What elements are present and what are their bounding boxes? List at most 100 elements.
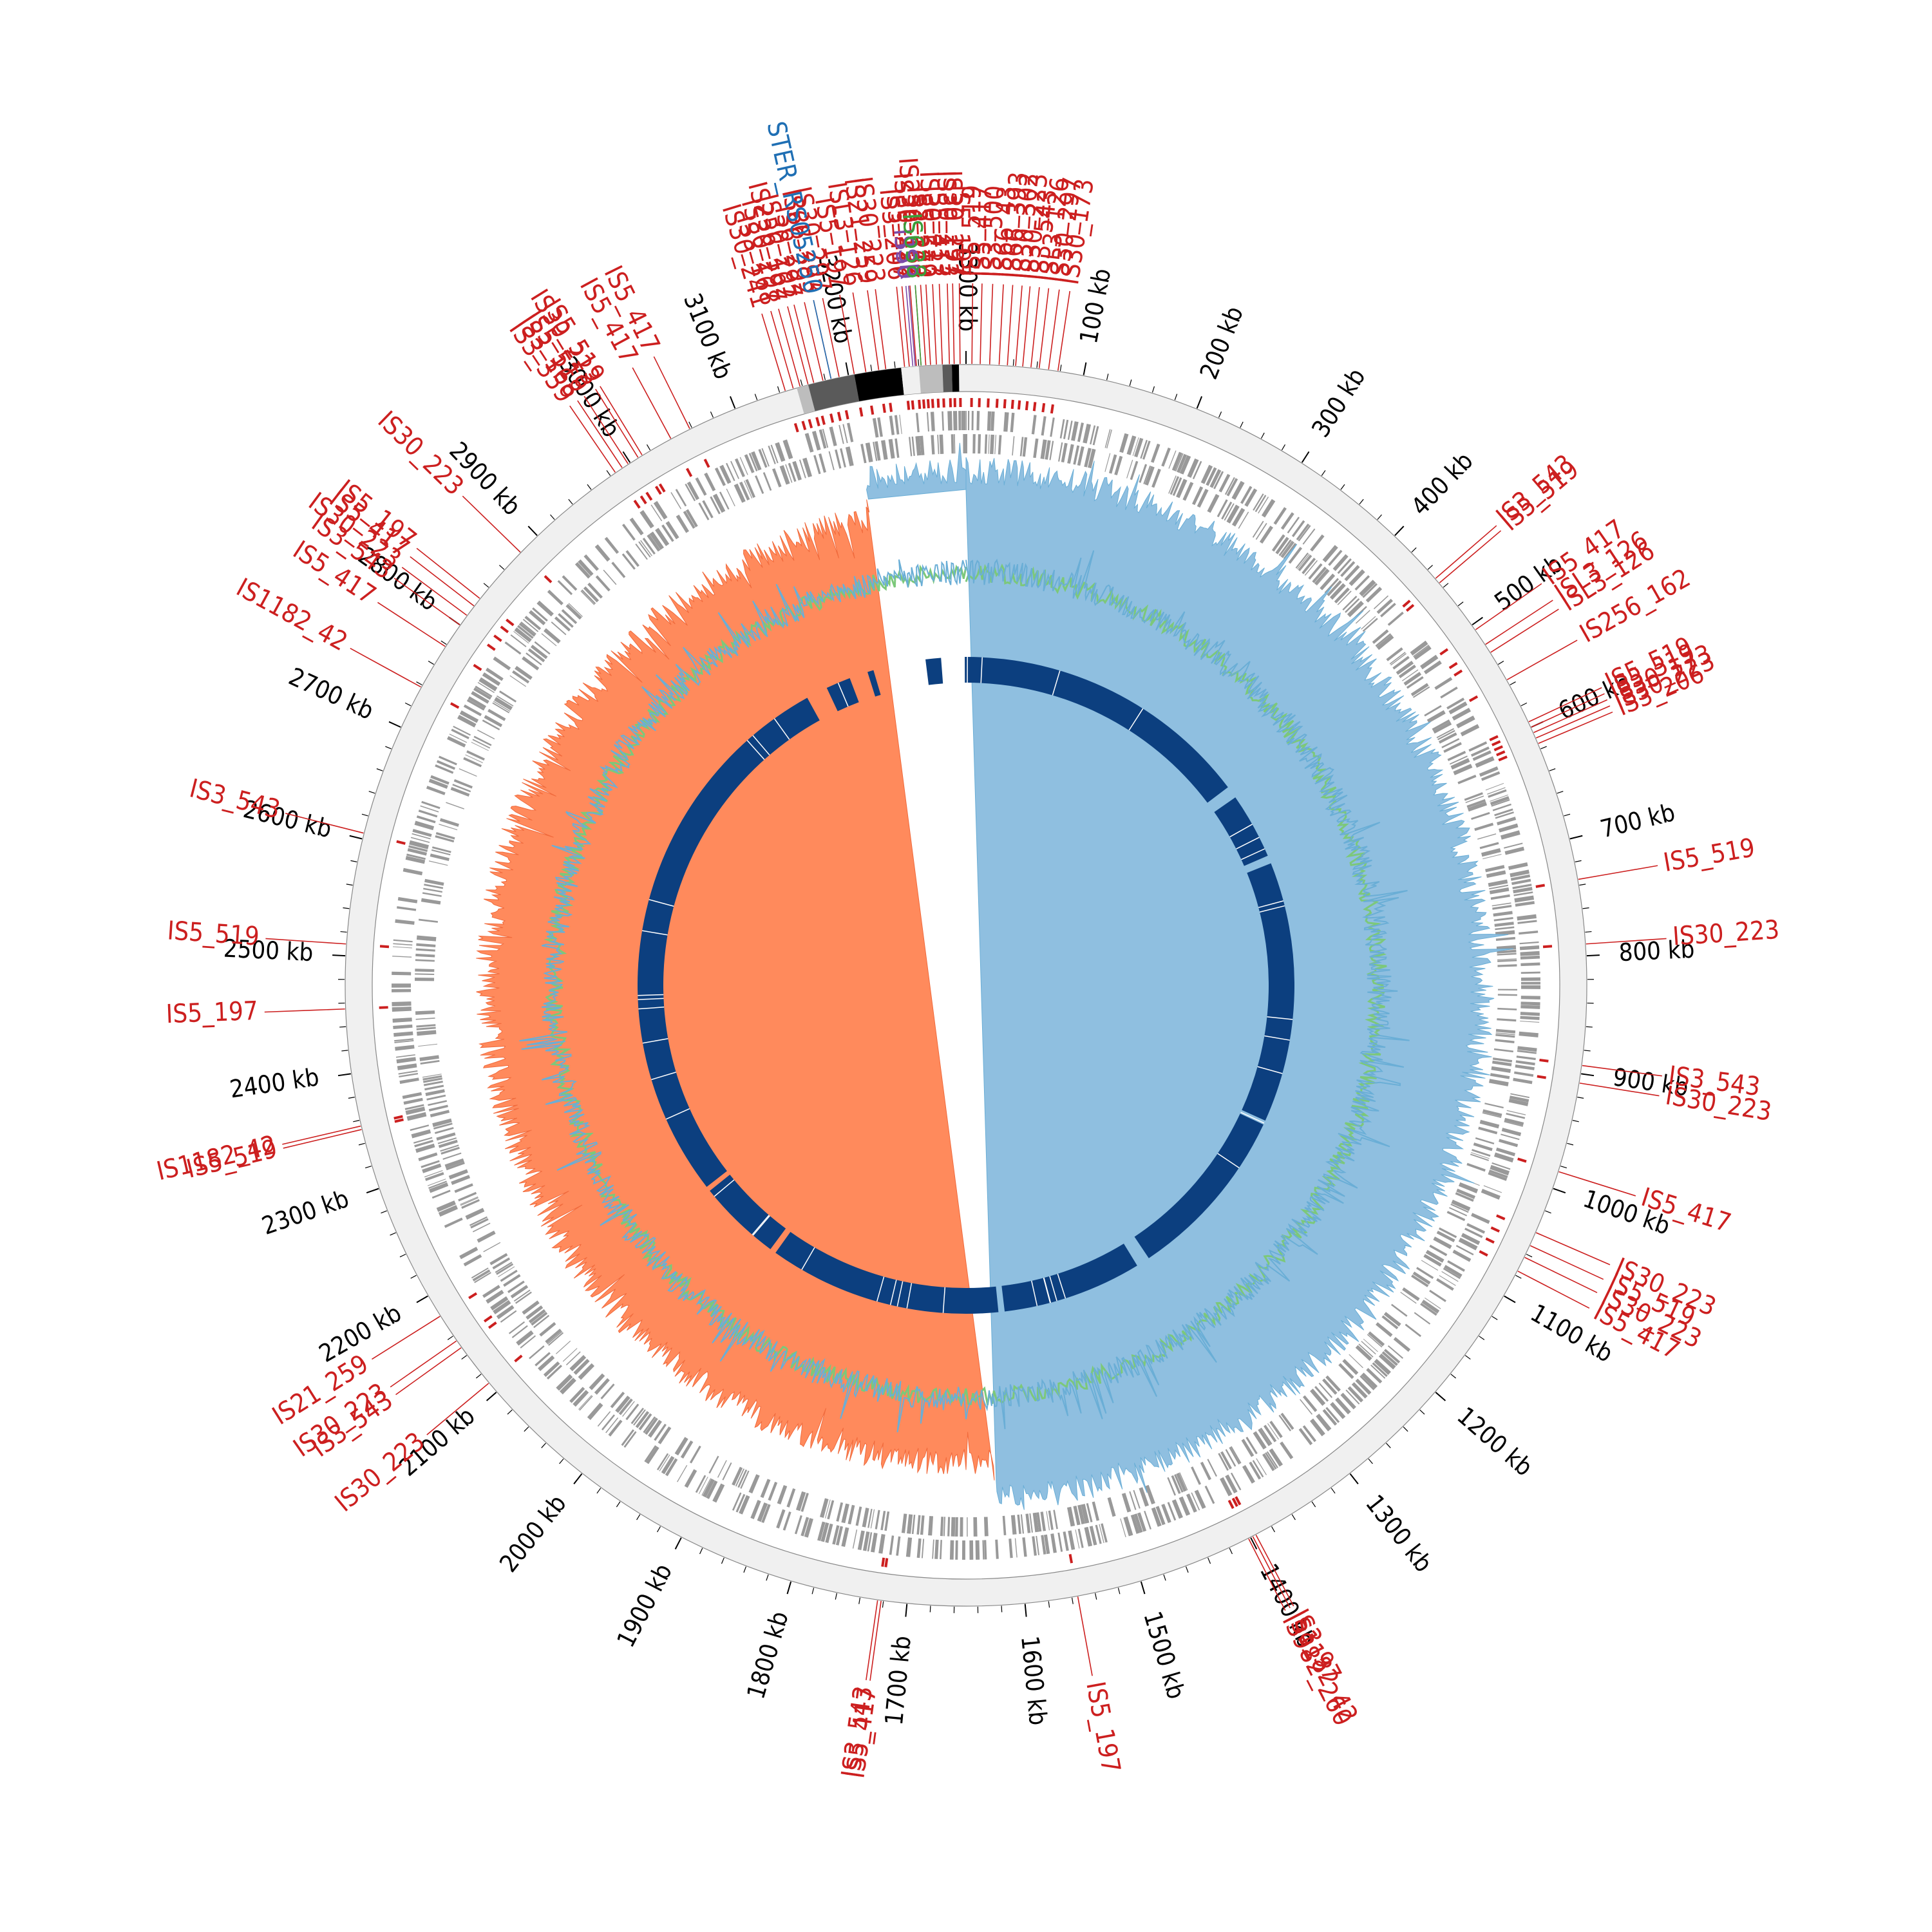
homology-seam — [1240, 1112, 1265, 1124]
gene — [416, 1027, 436, 1030]
backbone-outline-inner — [372, 391, 1560, 1580]
gene — [1380, 602, 1396, 618]
gene — [1446, 1211, 1466, 1222]
is-leader-22 — [265, 938, 346, 945]
gene — [1067, 444, 1074, 464]
gene — [785, 464, 793, 483]
gene — [608, 1419, 623, 1437]
gene — [595, 575, 611, 592]
gene — [1421, 1300, 1440, 1314]
gene — [1296, 523, 1310, 541]
gene — [811, 431, 821, 451]
minor-tick — [1515, 1274, 1522, 1279]
gene — [474, 1272, 491, 1283]
gene — [1140, 439, 1148, 459]
homology-seam — [649, 899, 674, 907]
tick-label-400: 400 kb — [1406, 446, 1479, 520]
is-leader-36 — [632, 367, 672, 439]
gene — [894, 415, 900, 435]
is-mark-16 — [488, 1321, 497, 1329]
gene — [415, 1010, 435, 1015]
is-mark-20 — [394, 1118, 404, 1123]
gene — [788, 462, 797, 482]
gene — [949, 1540, 954, 1560]
gene — [1490, 1164, 1510, 1176]
is-leader-77 — [1506, 639, 1578, 681]
gene — [958, 411, 961, 431]
is-leader-50 — [896, 287, 905, 367]
gene — [1509, 1095, 1530, 1103]
is-mark-22 — [379, 945, 390, 949]
gene — [931, 435, 935, 455]
gene — [1187, 458, 1199, 478]
gene — [1402, 1287, 1420, 1302]
gene — [1481, 848, 1501, 857]
is-label-1: IS30_223 — [1672, 915, 1781, 952]
gene — [1482, 1109, 1502, 1117]
gene — [1192, 486, 1204, 506]
is-label-62: IS5_417 — [966, 185, 998, 278]
gene — [1514, 1071, 1534, 1077]
gene — [405, 1106, 426, 1115]
is-leader-55 — [925, 284, 931, 365]
minor-tick — [1311, 1501, 1316, 1508]
gene — [838, 424, 844, 444]
gene — [1139, 1487, 1150, 1507]
gene — [1448, 701, 1468, 715]
gene — [1186, 1493, 1197, 1513]
gene — [744, 480, 753, 499]
tick-label-1600: 1600 kb — [1016, 1634, 1052, 1727]
homology-seam — [906, 1283, 913, 1309]
gene — [820, 1498, 829, 1518]
gene — [1493, 911, 1513, 917]
gene — [1373, 595, 1389, 610]
is-mark-37 — [703, 459, 710, 468]
gene — [397, 1063, 417, 1070]
minor-tick — [361, 813, 368, 817]
major-tick — [1472, 616, 1483, 626]
gene — [734, 458, 745, 477]
gene — [493, 701, 511, 712]
minor-tick — [524, 1426, 529, 1432]
gene — [1349, 1354, 1363, 1368]
gene — [961, 1540, 965, 1560]
gene — [425, 1089, 445, 1097]
major-tick — [1024, 1604, 1027, 1617]
gene — [665, 1458, 678, 1477]
gene — [1171, 451, 1182, 471]
gene — [466, 699, 485, 711]
gene — [685, 483, 696, 502]
gene — [468, 696, 486, 709]
gene — [1041, 1535, 1046, 1555]
gene — [639, 510, 654, 529]
gene — [515, 665, 533, 680]
is-leader-80 — [1533, 699, 1608, 734]
gene — [594, 544, 611, 562]
gene — [408, 845, 428, 852]
is-mark-35 — [658, 483, 666, 493]
is-mark-11 — [1227, 1499, 1235, 1510]
is-leader-20 — [283, 1129, 362, 1149]
is-leader-25 — [377, 601, 446, 647]
is-mark-45 — [844, 410, 849, 420]
is-label-58: IS30_173 — [931, 170, 963, 278]
gene — [1003, 412, 1009, 432]
gene — [644, 1445, 657, 1463]
gene — [440, 1144, 459, 1152]
is-mark-5 — [1496, 1214, 1506, 1220]
gene — [1475, 1137, 1495, 1145]
is-mark-56 — [936, 398, 940, 408]
gene — [477, 729, 495, 740]
gene — [393, 1024, 413, 1030]
is-mark-66 — [1010, 399, 1014, 410]
tick-label-800: 800 kb — [1618, 935, 1696, 967]
gene — [494, 697, 513, 711]
gene — [1242, 1464, 1255, 1484]
is-mark-82 — [1498, 755, 1508, 762]
gene — [529, 610, 546, 625]
minor-tick — [710, 412, 714, 418]
is-leader-49 — [875, 289, 887, 370]
gene — [1161, 448, 1171, 467]
is-mark-63 — [987, 398, 990, 408]
gene — [1278, 1414, 1292, 1432]
